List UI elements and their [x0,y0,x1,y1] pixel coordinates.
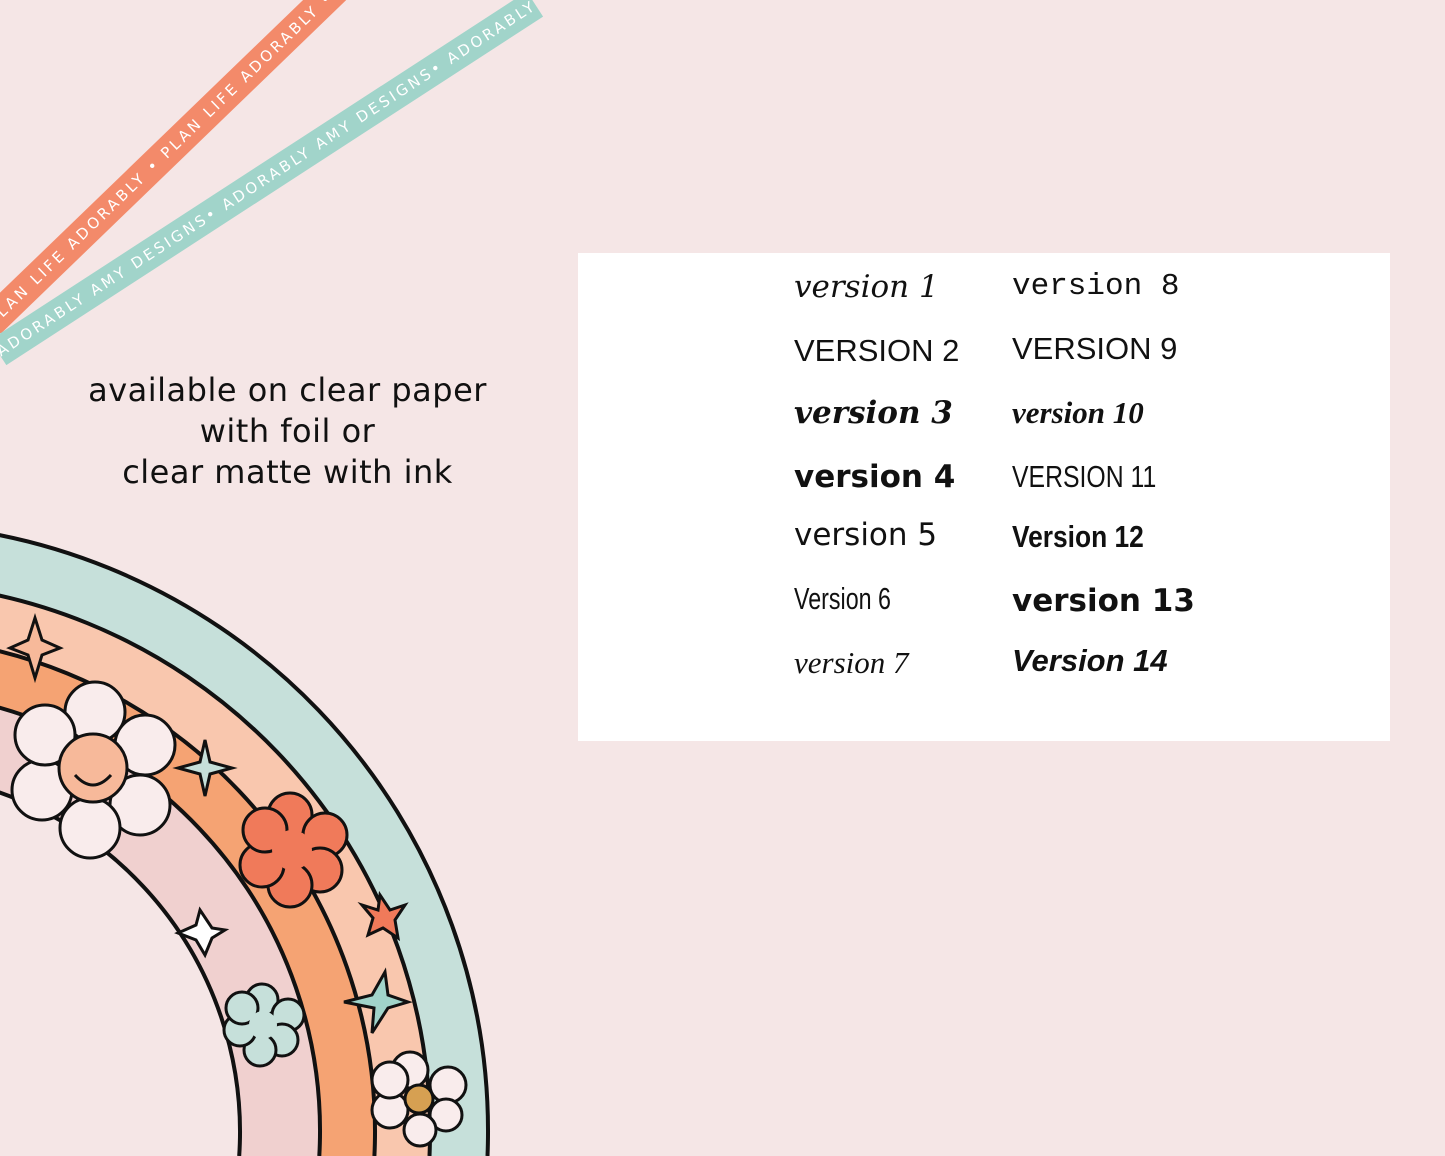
version-14-sample: Version 14 [1012,643,1168,678]
sparkle-icon [172,739,238,797]
rainbow-inner [0,790,242,1156]
availability-text: available on clear paper with foil or cl… [60,370,515,493]
version-11-sample: VERSION 11 [1012,459,1157,494]
white-flower-icon [370,1050,468,1148]
version-2-sample: VERSION 2 [794,333,960,368]
sparkle-icon [357,890,409,942]
sticker-preview-panel: version 1 VERSION 2 version 3 version 4 … [578,253,1390,741]
smiley-flower-icon [10,680,177,860]
teal-flower-icon [222,982,306,1068]
sparkle-icon [6,613,64,684]
version-13-sample: version 13 [1012,583,1195,619]
orange-flower-icon [238,791,349,909]
version-1-sample: version 1 [794,269,939,305]
sparkle-icon [343,967,413,1034]
availability-line-2: with foil or [199,412,376,450]
sparkle-icon [174,906,230,959]
availability-line-1: available on clear paper [88,371,487,409]
version-3-sample: version 3 [794,395,953,431]
version-10-sample: version 10 [1012,395,1144,430]
version-5-sample: version 5 [794,517,938,553]
version-7-sample: version 7 [794,645,909,680]
availability-line-3: clear matte with ink [122,453,453,491]
version-8-sample: version 8 [1012,269,1180,304]
version-6-sample: Version 6 [794,581,891,616]
version-4-sample: version 4 [794,459,956,495]
version-9-sample: VERSION 9 [1012,331,1178,366]
version-12-sample: Version 12 [1012,519,1144,554]
